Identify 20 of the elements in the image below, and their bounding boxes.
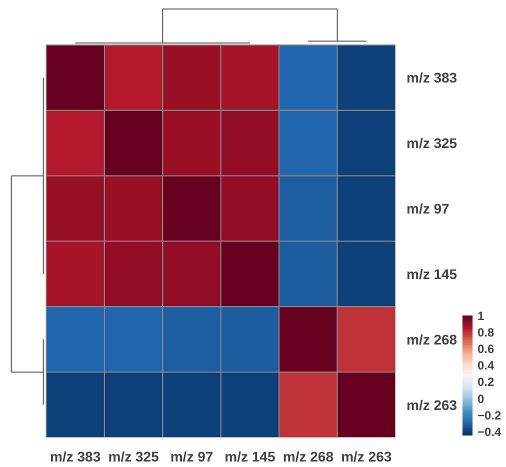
- y-tick-label: m/z 383: [406, 70, 458, 86]
- color-bar-label: −0.2: [478, 408, 502, 422]
- y-tick-label: m/z 145: [406, 266, 458, 282]
- x-tick-label: m/z 383: [50, 448, 101, 464]
- x-tick-label: m/z 145: [224, 448, 276, 464]
- y-tick-label: m/z 325: [406, 135, 458, 152]
- y-tick-label: m/z 268: [406, 331, 458, 348]
- x-tick-label: m/z 325: [108, 448, 160, 464]
- color-bar-label: 0.4: [478, 358, 495, 373]
- x-tick-label: m/z 263: [341, 448, 392, 464]
- color-bar-label: 0: [478, 392, 484, 406]
- y-tick-label: m/z 97: [406, 200, 450, 217]
- y-tick-label: m/z 263: [406, 396, 458, 413]
- color-bar-label: 1: [478, 309, 484, 323]
- x-tick-label: m/z 97: [170, 448, 214, 464]
- color-bar-label: 0.8: [478, 326, 495, 340]
- color-bar-label: 0.2: [478, 375, 495, 390]
- color-bar-label: 0.6: [478, 342, 495, 356]
- color-bar-label: −0.4: [478, 424, 502, 439]
- x-tick-label: m/z 268: [282, 448, 334, 464]
